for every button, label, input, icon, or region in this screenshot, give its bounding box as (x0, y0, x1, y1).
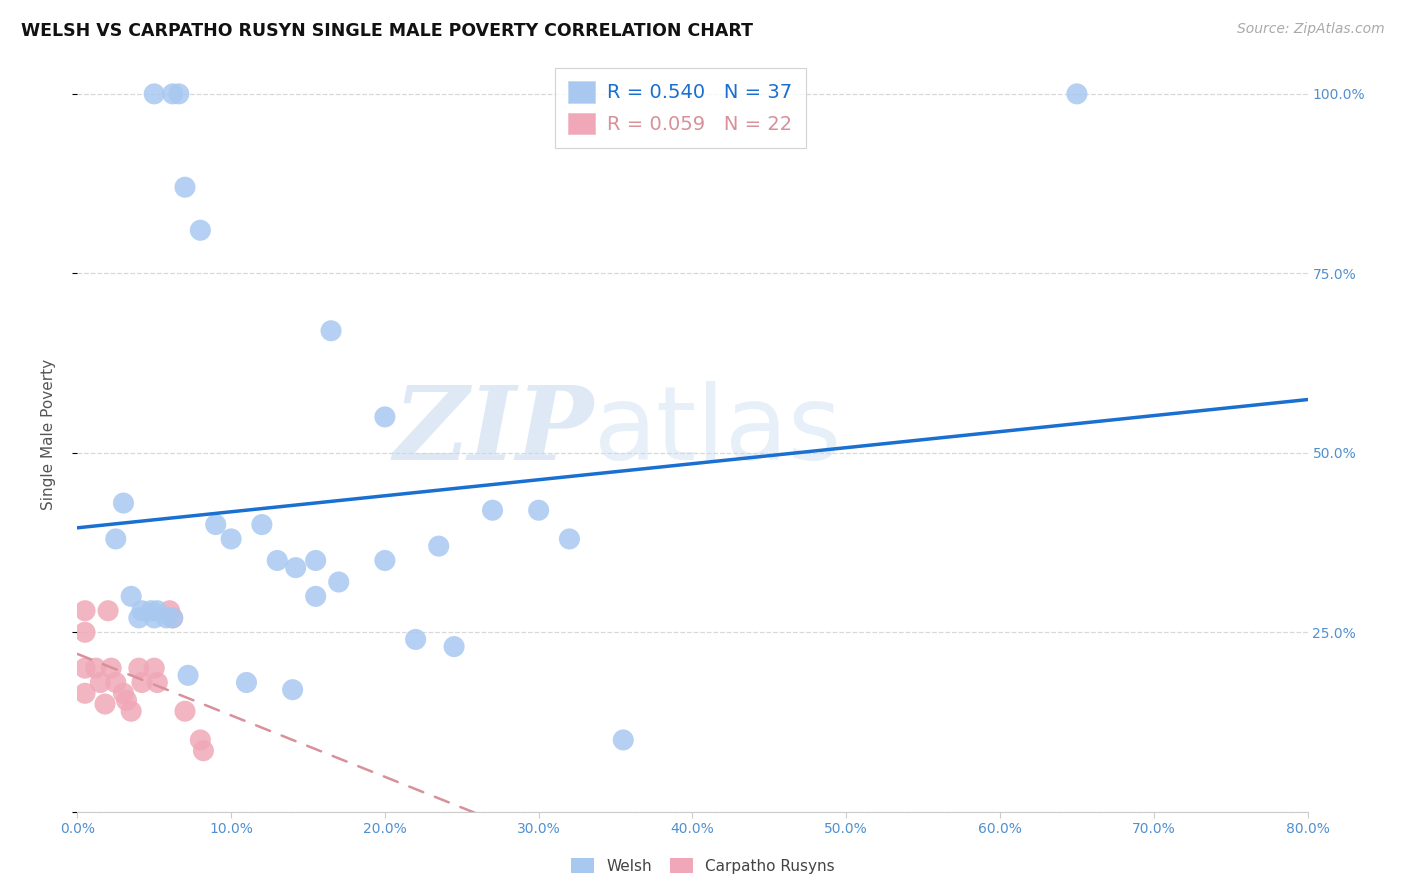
Point (155, 611, 177, 625)
Point (162, 611, 184, 625)
Point (73, 686, 96, 700)
Point (319, 324, 342, 338)
Point (193, 744, 215, 758)
Point (266, 553, 288, 567)
Text: Source: ZipAtlas.com: Source: ZipAtlas.com (1237, 22, 1385, 37)
Point (89, 675, 111, 690)
Point (131, 675, 153, 690)
Point (162, 87, 184, 101)
Legend: R = 0.540   N = 37, R = 0.059   N = 22: R = 0.540 N = 37, R = 0.059 N = 22 (554, 68, 806, 148)
Point (131, 604, 153, 618)
Point (128, 661, 150, 675)
Text: WELSH VS CARPATHO RUSYN SINGLE MALE POVERTY CORRELATION CHART: WELSH VS CARPATHO RUSYN SINGLE MALE POVE… (21, 22, 754, 40)
Point (159, 604, 181, 618)
Point (305, 590, 328, 604)
Point (146, 604, 169, 618)
Point (94, 697, 117, 711)
Point (162, 611, 184, 625)
Point (112, 496, 135, 510)
Point (235, 675, 257, 690)
Point (97, 604, 120, 618)
Point (481, 503, 503, 517)
Point (281, 682, 304, 697)
Point (250, 517, 273, 532)
Point (128, 611, 150, 625)
Point (612, 733, 634, 747)
Text: ZIP: ZIP (394, 382, 595, 481)
Point (174, 704, 197, 718)
Point (374, 409, 396, 424)
Point (73, 604, 96, 618)
Point (73, 625, 96, 640)
Point (305, 553, 328, 567)
Point (146, 675, 169, 690)
Point (115, 693, 138, 707)
Point (141, 604, 163, 618)
Point (112, 686, 135, 700)
Point (174, 180, 197, 194)
Point (328, 574, 350, 589)
Point (405, 632, 427, 647)
Point (188, 223, 212, 237)
Point (73, 661, 96, 675)
Point (558, 532, 581, 546)
Point (374, 553, 396, 567)
Point (100, 661, 122, 675)
Point (204, 517, 226, 532)
Point (104, 675, 127, 690)
Point (143, 87, 166, 101)
Point (219, 532, 242, 546)
Point (188, 733, 212, 747)
Y-axis label: Single Male Poverty: Single Male Poverty (42, 359, 56, 510)
Point (427, 539, 450, 553)
Point (1066, 87, 1088, 101)
Point (284, 560, 307, 574)
Point (443, 640, 465, 654)
Point (120, 704, 142, 718)
Point (177, 668, 200, 682)
Point (143, 611, 166, 625)
Point (120, 590, 142, 604)
Point (84, 661, 107, 675)
Point (143, 661, 166, 675)
Text: atlas: atlas (595, 381, 842, 482)
Point (527, 503, 550, 517)
Point (167, 87, 190, 101)
Point (104, 532, 127, 546)
Legend: Welsh, Carpatho Rusyns: Welsh, Carpatho Rusyns (565, 852, 841, 880)
